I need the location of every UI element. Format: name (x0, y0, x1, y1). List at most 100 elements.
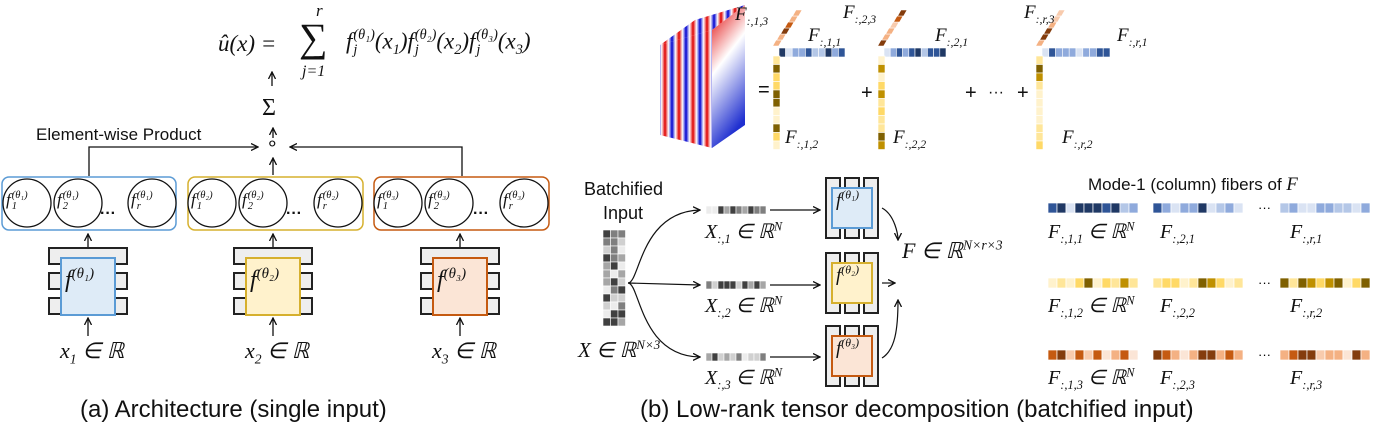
fiber-cell-mode3 (885, 27, 896, 35)
math-part: f (250, 267, 257, 293)
ellipsis-1: ··· (100, 205, 116, 222)
fiber-cell-mode1 (1068, 47, 1077, 58)
network-body (831, 187, 873, 229)
cube-top-face (660, 5, 745, 45)
fiber-label: F:,1,1 ∈ ℝN (1048, 220, 1134, 245)
math-script: (θ₂) (322, 190, 339, 201)
math-script: 2 (247, 201, 253, 213)
fiber-label-mode1: F:,r,1 (1117, 25, 1148, 48)
column-cell (735, 205, 743, 215)
fiber-cell-mode2 (772, 106, 781, 116)
formula-rhs: f j (θ₁) (x1)f j (θ₂) (x2)f j (θ₃) (x3) (346, 28, 531, 58)
math-part: 1 (θ₃) (383, 190, 399, 212)
formula-upper-limit: r (316, 1, 323, 20)
input-label: Input (603, 203, 644, 223)
fiber-cell (1333, 349, 1344, 361)
math-part: ∈ ℝ (1082, 295, 1127, 317)
column-cell (723, 205, 731, 215)
column-cell (729, 205, 737, 215)
sum-node: Σ (262, 95, 276, 121)
math-part: x (245, 338, 255, 363)
fiber-cell (1351, 277, 1362, 289)
fiber-cell-mode2 (1035, 140, 1044, 150)
fiber-cell (1170, 349, 1181, 361)
fiber-cell (1083, 202, 1094, 214)
column-cell (723, 352, 731, 362)
math-part: j (θ₃) (476, 28, 497, 58)
fiber-label-mode3: F:,2,3 (843, 2, 876, 25)
basis-function-label: f 1 (θ₁) (6, 190, 28, 212)
math-part: x (60, 338, 70, 363)
rank-one-components (772, 9, 1111, 150)
math-part: F (1290, 367, 1303, 389)
math-part: 1 (θ₂) (197, 190, 213, 212)
math-part: 2 (454, 41, 462, 58)
fiber-cell (1110, 202, 1121, 214)
column-cell (735, 352, 743, 362)
matrix-cell (602, 237, 611, 247)
math-part: :,1,1 (1060, 232, 1083, 246)
network-icon (233, 247, 313, 316)
math-part: F (785, 127, 797, 148)
math-part: (θ₁) (841, 188, 859, 202)
basis-function-label: f 2 (θ₁) (57, 190, 79, 212)
math-part: :,1,3 (1060, 378, 1083, 392)
math-part: 2 (θ₃) (434, 190, 450, 212)
fiber-cell-mode1 (824, 47, 833, 58)
formula-sigma: ∑ (299, 15, 328, 60)
math-part: N×3 (636, 337, 661, 352)
network-body (432, 257, 488, 316)
fiber-cell-mode3 (1035, 39, 1046, 47)
fiber-cell (1342, 349, 1353, 361)
math-part: )f (461, 28, 476, 54)
fiber-label: F:,r,1 (1290, 222, 1322, 245)
fiber-cell (1233, 349, 1244, 361)
math-part: X (705, 295, 718, 317)
fiber-cell (1279, 349, 1290, 361)
fiber-cell (1306, 277, 1317, 289)
math-part: :,1,2 (1060, 306, 1083, 320)
fiber-cell (1092, 349, 1103, 361)
column-cell (753, 280, 761, 290)
fiber-cell-mode3 (780, 27, 791, 35)
fiber-cell-mode1 (791, 47, 800, 58)
math-part: F (843, 2, 855, 23)
math-part: F (808, 25, 820, 46)
panel-b-connectors (627, 208, 898, 358)
column-cell (717, 352, 725, 362)
math-part: f (503, 189, 508, 209)
matrix-cell (617, 309, 626, 319)
matrix-cell (610, 317, 619, 327)
fiber-cell-mode1 (1075, 47, 1084, 58)
fiber-cell-mode2 (1035, 89, 1044, 99)
math-part: :,2 (717, 306, 731, 320)
matrix-cell (617, 253, 626, 263)
math-script: (θ₁) (11, 190, 28, 201)
fiber-cell-mode2 (772, 64, 781, 74)
basis-function-label: f 2 (θ₂) (242, 190, 264, 212)
matrix-cell (617, 293, 626, 303)
equals-sign: = (758, 79, 770, 101)
fiber-cell (1074, 202, 1085, 214)
formula-lower-limit: j=1 (302, 63, 326, 80)
network-icon (825, 177, 879, 239)
fiber-cell (1188, 277, 1199, 289)
math-part: F (1117, 25, 1129, 46)
fiber-label: F:,r,2 (1290, 296, 1322, 319)
matrix-cell (602, 229, 611, 239)
matrix-cell (617, 317, 626, 327)
math-part: F (1062, 127, 1074, 148)
fiber-cell (1161, 349, 1172, 361)
fiber-cell (1297, 349, 1308, 361)
math-script: (θ₃) (382, 190, 399, 201)
math-part: û(x) = (218, 31, 277, 56)
math-part: f (6, 189, 11, 209)
fiber-cell-mode2 (772, 81, 781, 91)
fiber-cell (1074, 277, 1085, 289)
fiber-cell (1306, 202, 1317, 214)
math-part: :,2,3 (854, 12, 877, 26)
fiber-cell-mode3 (1043, 27, 1054, 35)
fiber-cell (1110, 349, 1121, 361)
fiber-cell (1065, 277, 1076, 289)
math-part: f (836, 265, 842, 286)
